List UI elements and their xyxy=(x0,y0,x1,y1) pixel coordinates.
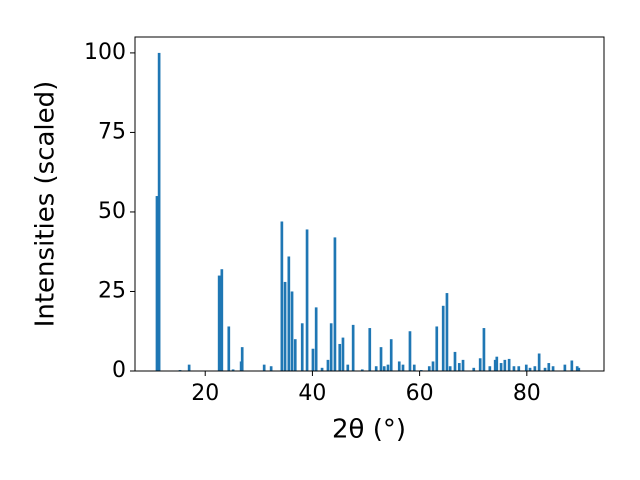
bar xyxy=(187,364,191,371)
bar xyxy=(240,347,244,371)
bar xyxy=(389,339,393,371)
x-tick-label: 40 xyxy=(298,381,326,406)
bar xyxy=(320,367,324,371)
bar xyxy=(461,359,465,371)
bar xyxy=(507,358,511,371)
bar xyxy=(351,324,355,371)
x-tick-label: 60 xyxy=(406,381,434,406)
bar xyxy=(512,366,516,371)
bar xyxy=(493,359,497,371)
bar xyxy=(472,367,476,371)
bar xyxy=(427,366,431,371)
bar xyxy=(269,366,273,371)
bar xyxy=(300,323,304,371)
bar xyxy=(157,52,161,372)
bar xyxy=(333,237,337,371)
bar xyxy=(329,323,333,371)
bar xyxy=(499,363,503,371)
y-tick-label: 75 xyxy=(98,119,126,144)
bar xyxy=(283,281,287,371)
bar xyxy=(524,364,528,371)
y-tick-label: 100 xyxy=(84,40,126,65)
bar xyxy=(441,305,445,371)
bar xyxy=(495,356,499,371)
bar xyxy=(346,364,350,371)
bar xyxy=(517,366,521,371)
x-tick-label: 20 xyxy=(191,381,219,406)
bar xyxy=(528,367,532,371)
y-tick-label: 0 xyxy=(112,358,126,383)
bar xyxy=(543,367,547,371)
bar xyxy=(220,269,224,371)
bar xyxy=(305,229,309,371)
bar xyxy=(341,337,345,371)
bar xyxy=(262,364,266,371)
bar xyxy=(231,369,235,371)
bar xyxy=(435,326,439,371)
bar xyxy=(368,328,372,371)
bar xyxy=(379,347,383,371)
bar xyxy=(478,358,482,371)
x-axis-label: 2θ (°) xyxy=(332,415,406,445)
bar xyxy=(155,196,159,371)
bar xyxy=(360,369,364,371)
bar xyxy=(482,328,486,371)
x-tick-label: 80 xyxy=(513,381,541,406)
bar xyxy=(280,221,284,371)
bar xyxy=(445,293,449,371)
bar xyxy=(217,275,221,371)
bar xyxy=(503,359,507,371)
bar xyxy=(577,367,581,371)
bar xyxy=(431,361,435,371)
bar xyxy=(453,351,457,371)
bar xyxy=(547,363,551,371)
bar xyxy=(314,307,318,371)
bar xyxy=(374,366,378,371)
bar xyxy=(290,291,294,371)
bar xyxy=(293,339,297,371)
bar xyxy=(448,366,452,371)
bar xyxy=(338,343,342,371)
bar xyxy=(570,360,574,371)
bar xyxy=(537,353,541,371)
bar xyxy=(382,366,386,371)
bar xyxy=(397,361,401,371)
bar xyxy=(386,364,390,371)
bar xyxy=(401,364,405,371)
bar xyxy=(311,348,315,371)
bar xyxy=(408,331,412,371)
bar xyxy=(488,366,492,371)
bar xyxy=(457,363,461,371)
bar xyxy=(287,256,291,371)
y-axis-label: Intensities (scaled) xyxy=(31,81,61,328)
bar xyxy=(563,364,567,371)
bar xyxy=(412,364,416,371)
bar xyxy=(533,366,537,371)
bar xyxy=(575,366,579,371)
bar xyxy=(227,326,231,371)
y-tick-label: 50 xyxy=(98,199,126,224)
bar xyxy=(326,359,330,371)
plot-frame xyxy=(134,36,605,372)
y-tick-label: 25 xyxy=(98,278,126,303)
bar xyxy=(551,366,555,371)
